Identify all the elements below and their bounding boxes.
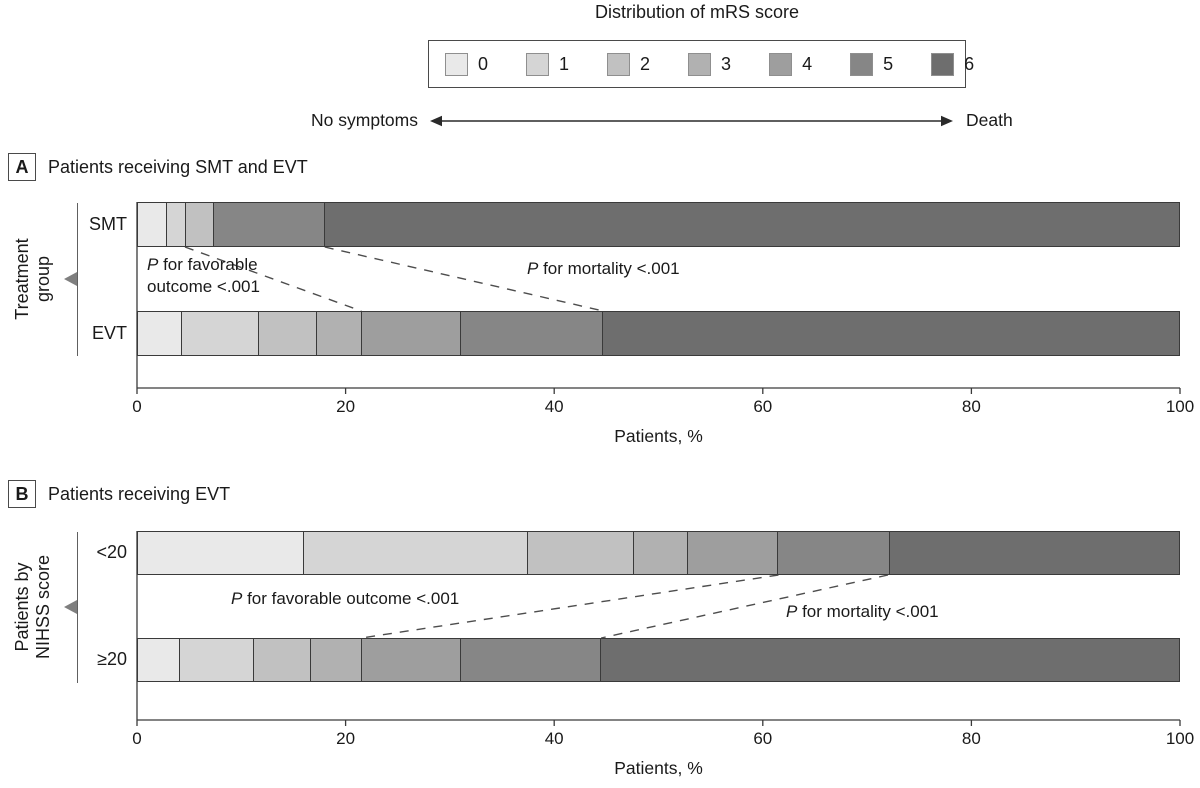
mrs-legend: 0 1 2 3 4 5 6	[428, 40, 974, 88]
stacked-bar-SMT	[137, 202, 1180, 247]
bar-segment-mrs-4	[687, 532, 779, 574]
x-tick-label: 0	[132, 729, 142, 748]
x-tick-label: 20	[336, 729, 356, 748]
bar-segment-mrs-4	[361, 639, 461, 681]
bar-segment-mrs-1	[181, 312, 259, 355]
bar-segment-mrs-4	[361, 312, 461, 355]
bar-segment-mrs-3	[317, 312, 362, 355]
bar-segment-mrs-6	[889, 532, 1179, 574]
bar-segment-mrs-6	[325, 203, 1179, 246]
group-axis-spine	[77, 532, 79, 683]
legend-swatch-icon	[850, 52, 874, 76]
p-label-favorable-outcome: P for favorable outcome <.001	[147, 255, 260, 296]
bar-segment-mrs-6	[601, 639, 1179, 681]
legend-swatch-icon	[931, 52, 955, 76]
bar-segment-mrs-2	[253, 639, 311, 681]
panel-a-letter: A	[8, 153, 36, 181]
row-label-EVT: EVT	[91, 322, 127, 343]
p-label-mortality: P for mortality <.001	[786, 602, 939, 621]
group-axis-arrow-icon	[64, 272, 77, 286]
x-tick-label: 0	[132, 397, 142, 416]
x-tick-label: 40	[544, 729, 564, 748]
stacked-bar-≥20	[137, 638, 1180, 682]
legend-label: 0	[478, 53, 489, 74]
bar-segment-mrs-6	[603, 312, 1179, 355]
bar-segment-mrs-2	[258, 312, 318, 355]
legend-swatch-icon	[769, 52, 793, 76]
x-tick-label: 100	[1165, 397, 1195, 416]
x-axis-title: Patients, %	[614, 758, 703, 778]
group-axis-label: Patients by NIHSS score	[12, 554, 53, 660]
legend-label: 5	[883, 53, 894, 74]
legend-label: 4	[802, 53, 813, 74]
scale-arrow-right-icon	[941, 115, 953, 127]
bar-segment-mrs-0	[138, 532, 304, 574]
p-label-favorable-outcome: P for favorable outcome <.001	[231, 589, 460, 608]
panel-a-title: Patients receiving SMT and EVT	[48, 157, 308, 177]
legend-swatch-icon	[607, 52, 631, 76]
x-tick-label: 80	[961, 397, 981, 416]
legend-item-mrs-0: 0	[445, 52, 489, 76]
legend-label: 6	[964, 53, 975, 74]
x-tick-label: 20	[336, 397, 356, 416]
row-label-SMT: SMT	[89, 213, 127, 234]
legend-swatch-icon	[445, 52, 468, 76]
legend-label: 2	[640, 53, 651, 74]
stacked-bar-EVT	[137, 311, 1180, 356]
legend-item-mrs-4: 4	[769, 52, 813, 76]
p-label-mortality: P for mortality <.001	[527, 259, 680, 278]
bar-segment-mrs-3	[633, 532, 688, 574]
row-label-≥20: ≥20	[97, 649, 127, 669]
legend-item-mrs-2: 2	[607, 52, 651, 76]
bar-segment-mrs-1	[303, 532, 529, 574]
row-label-<20: <20	[96, 542, 127, 562]
bar-segment-mrs-1	[179, 639, 254, 681]
x-axis-title: Patients, %	[614, 426, 703, 446]
scale-label-death: Death	[966, 110, 1013, 130]
group-axis-spine	[77, 203, 79, 356]
bar-segment-mrs-5	[213, 203, 326, 246]
panel-b-title: Patients receiving EVT	[48, 484, 231, 504]
legend-item-mrs-3: 3	[688, 52, 732, 76]
legend-label: 1	[559, 53, 570, 74]
x-tick-label: 60	[753, 397, 773, 416]
legend-swatch-icon	[526, 52, 550, 76]
bar-segment-mrs-2	[185, 203, 214, 246]
bar-segment-mrs-5	[778, 532, 890, 574]
scale-arrow-left-icon	[430, 115, 442, 127]
panel-b-letter: B	[8, 480, 36, 508]
legend-swatch-icon	[688, 52, 712, 76]
legend-item-mrs-6: 6	[931, 52, 975, 76]
bar-segment-mrs-5	[460, 639, 602, 681]
figure-title: Distribution of mRS score	[594, 2, 800, 22]
legend-item-mrs-1: 1	[526, 52, 570, 76]
group-axis-arrow-icon	[64, 600, 77, 614]
bar-segment-mrs-1	[167, 203, 186, 246]
legend-item-mrs-5: 5	[850, 52, 894, 76]
bar-segment-mrs-0	[138, 312, 182, 355]
scale-label-no-symptoms: No symptoms	[311, 110, 418, 130]
x-tick-label: 100	[1165, 729, 1195, 748]
bar-segment-mrs-5	[460, 312, 604, 355]
stacked-bar-<20	[137, 531, 1180, 575]
legend-label: 3	[721, 53, 732, 74]
x-tick-label: 80	[961, 729, 981, 748]
x-tick-label: 60	[753, 729, 773, 748]
bar-segment-mrs-0	[138, 639, 180, 681]
bar-segment-mrs-2	[528, 532, 634, 574]
bar-segment-mrs-0	[138, 203, 168, 246]
group-axis-label: Treatment group	[12, 238, 53, 320]
x-tick-label: 40	[544, 397, 564, 416]
bar-segment-mrs-3	[310, 639, 362, 681]
